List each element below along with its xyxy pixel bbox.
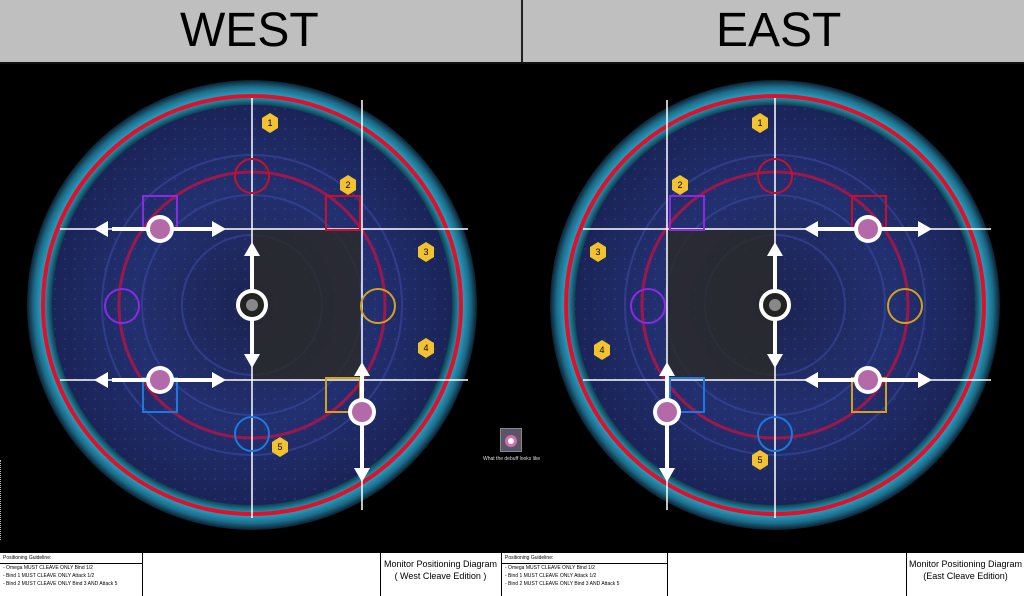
west-guideline-panel: Positioning Guideline: - Omega MUST CLEA…	[0, 553, 142, 596]
svg-text:5: 5	[277, 442, 282, 452]
east-attack-marker-2: 2	[672, 175, 688, 195]
east-guideline-line: - Bind 2 MUST CLEAVE ONLY Bind 3 AND Att…	[505, 581, 620, 587]
west-waymark-b-yellow-circle	[360, 288, 396, 324]
east-waymark-3-blue-square	[669, 377, 705, 413]
arena-diagrams: 1 2 3 4 5	[27, 80, 1000, 530]
debuff-icon	[500, 428, 522, 452]
svg-text:2: 2	[345, 180, 350, 190]
west-guideline-line: - Omega MUST CLEAVE ONLY Bind 1/2	[3, 565, 93, 571]
svg-text:3: 3	[423, 247, 428, 257]
east-bind-bottom-right	[804, 366, 932, 394]
east-waymark-a-red-circle	[757, 158, 793, 194]
east-monitor-line1: Monitor Positioning Diagram	[908, 559, 1023, 569]
west-waymark-a-red-circle	[234, 158, 270, 194]
bottom-panel: Positioning Guideline: - Omega MUST CLEA…	[0, 553, 1024, 596]
west-guideline-line: - Bind 2 MUST CLEAVE ONLY Bind 3 AND Att…	[3, 581, 118, 587]
svg-text:3: 3	[595, 247, 600, 257]
west-attack-marker-1: 1	[262, 113, 278, 133]
west-attack-marker-3: 3	[418, 242, 434, 262]
svg-text:4: 4	[599, 345, 604, 355]
east-waymark-d-purple-circle	[630, 288, 666, 324]
header-divider	[521, 0, 523, 62]
svg-text:1: 1	[267, 118, 272, 128]
east-attack-marker-3: 3	[590, 242, 606, 262]
east-waymark-b-yellow-circle	[887, 288, 923, 324]
east-guideline-line: - Bind 1 MUST CLEAVE ONLY Attack 1/2	[505, 573, 597, 579]
west-monitor-caption: Monitor Positioning Diagram ( West Cleav…	[380, 553, 500, 596]
west-guideline-line: - Bind 1 MUST CLEAVE ONLY Attack 1/2	[3, 573, 95, 579]
left-edge-marks	[0, 460, 4, 540]
debuff-caption: What the debuff looks like	[483, 456, 541, 462]
east-title: EAST	[716, 4, 842, 57]
east-attack-marker-5: 5	[752, 450, 768, 470]
east-guideline-line: - Omega MUST CLEAVE ONLY Bind 1/2	[505, 565, 595, 571]
west-attack-marker-4: 4	[418, 338, 434, 358]
west-waymark-1-red-square	[325, 195, 361, 231]
east-attack-marker-4: 4	[594, 340, 610, 360]
west-waymark-d-purple-circle	[104, 288, 140, 324]
west-bind-bottom-left	[94, 366, 226, 394]
west-attack-marker-5: 5	[272, 437, 288, 457]
svg-text:2: 2	[677, 180, 682, 190]
west-bind-top-left	[94, 215, 226, 243]
east-monitor-line2: (East Cleave Edition)	[923, 571, 1008, 581]
west-waymark-c-blue-circle	[234, 416, 270, 452]
west-guideline-title: Positioning Guideline:	[0, 553, 142, 564]
svg-text:5: 5	[757, 455, 762, 465]
west-monitor-line1: Monitor Positioning Diagram	[383, 559, 498, 569]
east-attack-marker-1: 1	[752, 113, 768, 133]
west-arena: 1 2 3 4 5	[27, 80, 477, 530]
east-monitor-caption: Monitor Positioning Diagram (East Cleave…	[906, 553, 1024, 596]
west-monitor-line2: ( West Cleave Edition )	[394, 571, 487, 581]
west-center-patch	[252, 230, 360, 380]
west-title: WEST	[180, 4, 319, 57]
east-guideline-title: Positioning Guideline:	[502, 553, 668, 564]
east-guideline-panel: Positioning Guideline: - Omega MUST CLEA…	[501, 553, 668, 596]
west-attack-marker-2: 2	[340, 175, 356, 195]
west-bind-bottom-right	[348, 362, 376, 482]
east-center-patch	[667, 230, 775, 380]
east-bind-top-right	[804, 215, 932, 243]
east-arena: 1 2 3 4 5	[550, 80, 1000, 530]
svg-text:1: 1	[757, 118, 762, 128]
divider	[142, 553, 143, 596]
east-bind-bottom-left	[653, 362, 681, 482]
east-waymark-c-blue-circle	[757, 416, 793, 452]
divider	[667, 553, 668, 596]
svg-text:4: 4	[423, 343, 428, 353]
header-bar: WEST EAST	[0, 0, 1024, 64]
east-waymark-4-purple-square	[669, 195, 705, 231]
